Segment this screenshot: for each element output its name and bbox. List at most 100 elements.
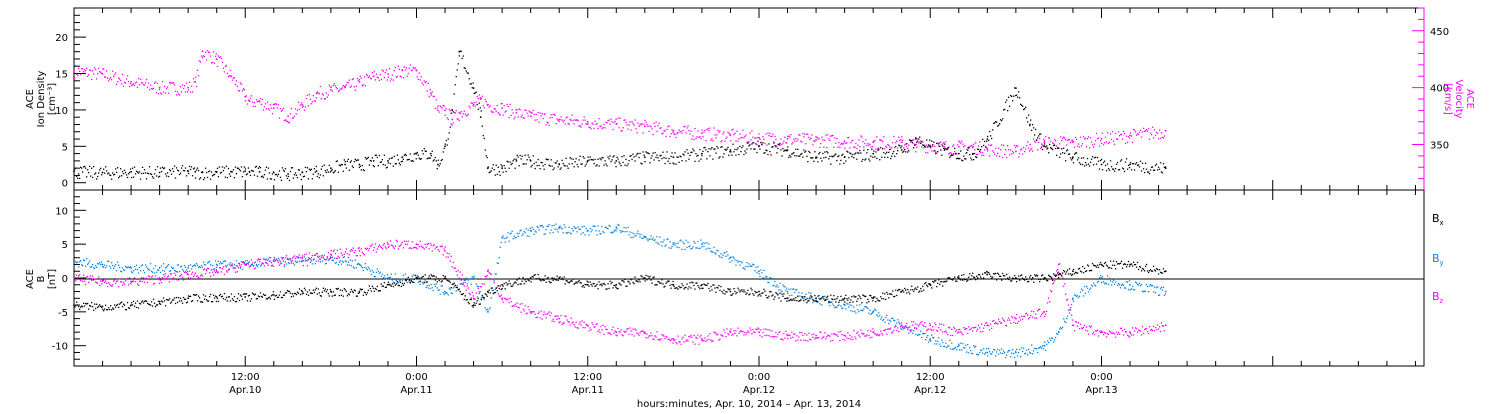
ion-density-point (806, 156, 807, 157)
by-point (771, 278, 772, 279)
bz-point (155, 275, 156, 276)
ion-density-point (780, 149, 781, 150)
bz-point (617, 328, 618, 329)
bz-point (104, 282, 105, 283)
bz-point (916, 328, 917, 329)
velocity-point (648, 131, 649, 132)
ion-density-point (168, 176, 169, 177)
by-point (878, 312, 879, 313)
velocity-point (193, 78, 194, 79)
bx-point (113, 309, 114, 310)
bz-point (628, 334, 629, 335)
by-point (779, 283, 780, 284)
bz-point (239, 264, 240, 265)
ion-density-point (689, 155, 690, 156)
by-point (712, 252, 713, 253)
velocity-point (1135, 131, 1136, 132)
velocity-point (865, 139, 866, 140)
bz-point (591, 329, 592, 330)
bz-point (220, 267, 221, 268)
by-point (115, 264, 116, 265)
velocity-point (741, 137, 742, 138)
bx-point (163, 297, 164, 298)
by-point (113, 268, 114, 269)
ion-density-point (656, 155, 657, 156)
bz-data-point (587, 325, 589, 327)
bz-point (659, 339, 660, 340)
ion-density-point (933, 142, 934, 143)
velocity-point (495, 108, 496, 109)
velocity-point (139, 84, 140, 85)
ion-density-point (406, 155, 407, 156)
velocity-point (811, 134, 812, 135)
ion-density-point (260, 167, 261, 168)
bz-data-point (1101, 331, 1103, 333)
ion-density-point (936, 143, 937, 144)
by-point (501, 242, 502, 243)
ion-density-point (566, 158, 567, 159)
bx-point (79, 309, 80, 310)
velocity-point (1155, 135, 1156, 136)
velocity-point (146, 79, 147, 80)
velocity-point (715, 137, 716, 138)
bx-point (124, 305, 125, 306)
bz-point (256, 265, 257, 266)
velocity-point (617, 118, 618, 119)
bz-point (503, 302, 504, 303)
ion-density-data-point (1129, 164, 1131, 166)
bx-point (224, 293, 225, 294)
bz-point (868, 335, 869, 336)
velocity-data-point (249, 100, 251, 102)
bz-point (1116, 332, 1117, 333)
by-point (1095, 285, 1096, 286)
by-point (86, 258, 87, 259)
ion-density-point (501, 164, 502, 165)
bz-point (163, 274, 164, 275)
bz-point (544, 311, 545, 312)
velocity-point (721, 140, 722, 141)
velocity-point (689, 133, 690, 134)
by-point (866, 307, 867, 308)
bz-data-point (1058, 264, 1060, 266)
bz-point (317, 253, 318, 254)
ion-density-point (1155, 165, 1156, 166)
by-point (763, 270, 764, 271)
velocity-point (1132, 142, 1133, 143)
velocity-point (925, 152, 926, 153)
by-point (848, 306, 849, 307)
bz-point (284, 264, 285, 265)
ion-density-point (609, 155, 610, 156)
by-point (489, 309, 490, 310)
bz-point (763, 329, 764, 330)
ion-density-point (519, 165, 520, 166)
bz-point (390, 240, 391, 241)
by-data-point (958, 345, 960, 347)
bx-point (118, 307, 119, 308)
bz-point (870, 330, 871, 331)
velocity-point (1092, 144, 1093, 145)
velocity-point (790, 134, 791, 135)
bz-point (762, 332, 763, 333)
ion-density-point (223, 170, 224, 171)
ion-density-point (76, 176, 77, 177)
bz-point (103, 280, 104, 281)
bz-point (802, 335, 803, 336)
bz-point (1134, 330, 1135, 331)
bx-point (175, 303, 176, 304)
by-point (1109, 278, 1110, 279)
ion-density-point (623, 155, 624, 156)
bz-point (123, 282, 124, 283)
velocity-point (96, 78, 97, 79)
bz-point (867, 330, 868, 331)
by-point (633, 233, 634, 234)
by-point (786, 288, 787, 289)
by-point (229, 264, 230, 265)
velocity-point (468, 114, 469, 115)
velocity-data-point (1101, 138, 1103, 140)
bx-point (151, 301, 152, 302)
ion-density-point (146, 178, 147, 179)
bz-point (296, 256, 297, 257)
bz-data-point (1015, 318, 1017, 320)
velocity-point (298, 102, 299, 103)
bz-point (818, 337, 819, 338)
